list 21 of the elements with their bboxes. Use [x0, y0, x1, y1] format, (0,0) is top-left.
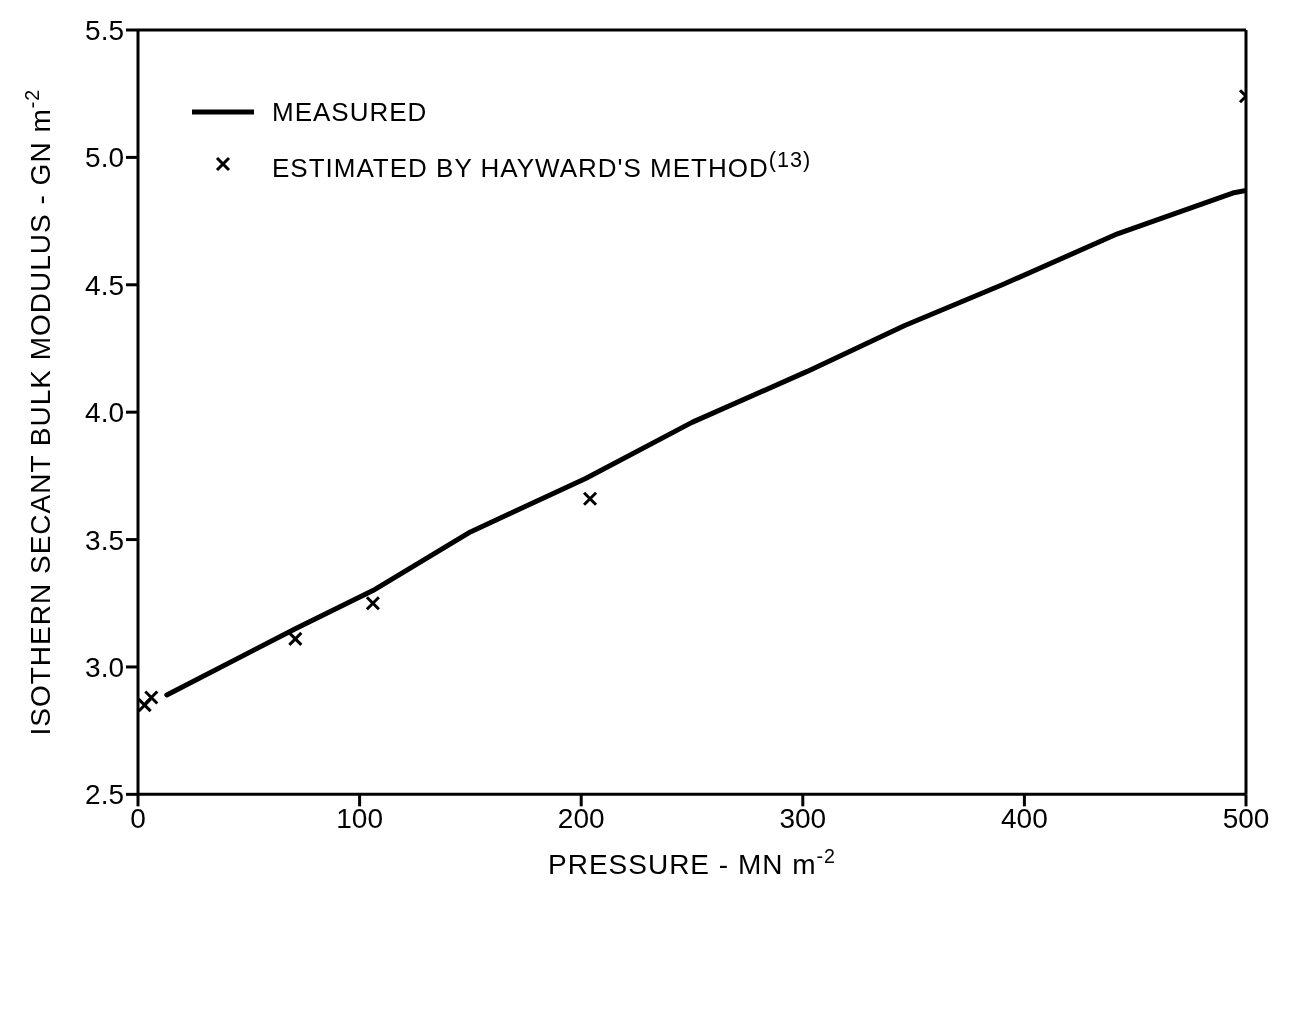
x-tick-label: 500 — [1222, 803, 1270, 835]
point — [138, 697, 153, 713]
y-tick-label: 3.0 — [85, 651, 124, 683]
point — [143, 690, 159, 706]
x-axis-title: PRESSURE - MN m$^{-2}$ — [547, 845, 837, 881]
legend-label: ESTIMATED BY HAYWARD'S METHOD$^{(13)}$ — [272, 147, 812, 183]
x-tick-label: 200 — [557, 803, 605, 835]
x-tick-label: 100 — [336, 803, 383, 835]
y-tick-label: 5.0 — [85, 142, 124, 174]
point — [582, 491, 598, 507]
x-tick-label: 400 — [1001, 803, 1048, 835]
y-tick-label: 3.5 — [85, 524, 124, 556]
x-tick-label: 300 — [779, 803, 827, 835]
point — [287, 631, 303, 647]
y-tick-label: 2.5 — [85, 779, 124, 811]
y-tick-label: 5.5 — [85, 14, 124, 46]
legend-label: MEASURED — [272, 97, 428, 127]
x-tick-label: 0 — [130, 803, 146, 835]
y-tick-label: 4.5 — [85, 269, 124, 301]
y-tick-label: 4.0 — [85, 397, 124, 429]
point — [365, 595, 381, 611]
